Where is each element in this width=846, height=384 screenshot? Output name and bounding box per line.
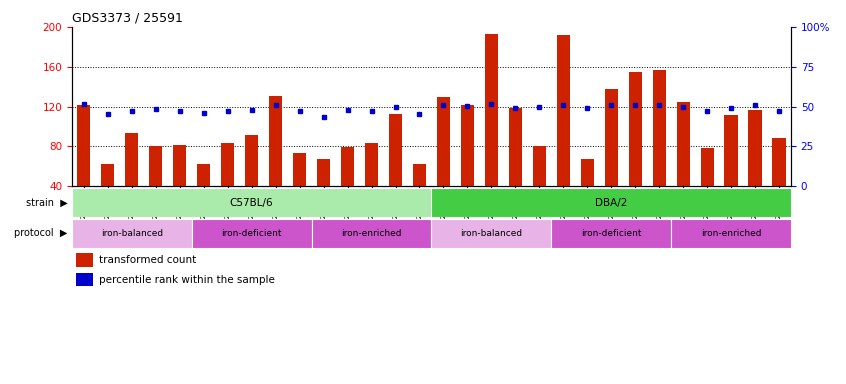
- Bar: [269, 96, 283, 226]
- Text: iron-balanced: iron-balanced: [460, 229, 523, 238]
- Bar: [629, 72, 642, 226]
- Bar: [197, 164, 211, 226]
- Bar: [311, 219, 431, 248]
- Bar: [125, 134, 139, 226]
- Bar: [72, 219, 192, 248]
- Bar: [485, 34, 498, 226]
- Bar: [652, 70, 666, 226]
- Bar: [389, 114, 402, 226]
- Bar: [557, 35, 570, 226]
- Text: transformed count: transformed count: [99, 255, 196, 265]
- Bar: [317, 159, 330, 226]
- Bar: [72, 188, 431, 217]
- Bar: [413, 164, 426, 226]
- Text: protocol  ▶: protocol ▶: [14, 228, 68, 238]
- Text: iron-enriched: iron-enriched: [700, 229, 761, 238]
- Text: C57BL/6: C57BL/6: [230, 197, 273, 208]
- Bar: [221, 143, 234, 226]
- Bar: [245, 136, 258, 226]
- Text: iron-deficient: iron-deficient: [581, 229, 641, 238]
- Bar: [293, 153, 306, 226]
- Bar: [605, 89, 618, 226]
- Bar: [580, 159, 594, 226]
- Bar: [341, 147, 354, 226]
- Text: iron-deficient: iron-deficient: [222, 229, 282, 238]
- Text: iron-enriched: iron-enriched: [341, 229, 402, 238]
- Bar: [431, 188, 791, 217]
- Bar: [192, 219, 311, 248]
- Bar: [552, 219, 671, 248]
- Bar: [365, 143, 378, 226]
- Bar: [431, 219, 552, 248]
- Bar: [533, 146, 546, 226]
- Bar: [77, 104, 91, 226]
- Bar: [149, 146, 162, 226]
- Bar: [749, 109, 761, 226]
- Text: DBA/2: DBA/2: [595, 197, 628, 208]
- Bar: [173, 146, 186, 226]
- Bar: [508, 108, 522, 226]
- Bar: [102, 164, 114, 226]
- Bar: [772, 138, 786, 226]
- Bar: [75, 273, 93, 286]
- Text: iron-balanced: iron-balanced: [101, 229, 163, 238]
- Bar: [437, 97, 450, 226]
- Bar: [671, 219, 791, 248]
- Bar: [724, 114, 738, 226]
- Text: GDS3373 / 25591: GDS3373 / 25591: [72, 11, 183, 24]
- Bar: [75, 253, 93, 267]
- Bar: [461, 104, 474, 226]
- Bar: [677, 102, 689, 226]
- Text: percentile rank within the sample: percentile rank within the sample: [99, 275, 275, 285]
- Bar: [700, 148, 714, 226]
- Text: strain  ▶: strain ▶: [26, 197, 68, 208]
